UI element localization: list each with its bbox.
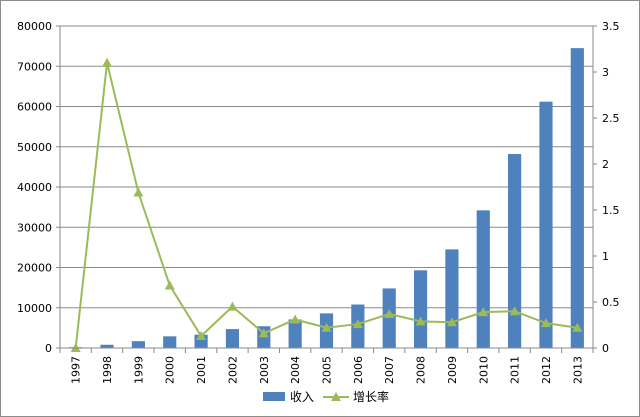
x-tick-label: 2013 (571, 356, 584, 384)
bar (225, 329, 240, 348)
legend-line-marker (331, 392, 341, 401)
x-axis-labels: 1997 1998 1999 2000 2001 2002 2003 2004 2005 2006… (70, 356, 585, 384)
x-tick-label: 2003 (258, 356, 271, 384)
x-tick-label: 2012 (540, 356, 553, 384)
left-axis-labels: 0 10000 20000 30000 40000 50000 60000 70000 8000… (17, 20, 52, 355)
right-tick-label: 2 (602, 158, 609, 171)
legend: 收入 增长率 (263, 389, 389, 404)
x-tick-label: 1999 (132, 356, 145, 384)
legend-bar-label: 收入 (290, 390, 314, 404)
left-tick-label: 50000 (17, 141, 52, 154)
right-tick-label: 2.5 (602, 112, 620, 125)
line-point-marker (509, 306, 520, 316)
line-point-marker (164, 280, 175, 290)
x-tick-label: 2011 (509, 356, 522, 384)
x-tick-label: 1998 (101, 356, 114, 384)
line-point-marker (102, 57, 113, 67)
x-tick-label: 2006 (352, 356, 365, 384)
right-axis-labels: 0 0.5 1 1.5 2 2.5 3 3.5 (602, 20, 620, 355)
line-point-marker (446, 317, 457, 327)
right-tick-label: 1.5 (602, 204, 620, 217)
line-point-marker (321, 322, 332, 332)
bar (508, 153, 522, 348)
growth-line (74, 62, 578, 349)
bar (131, 341, 145, 348)
right-tick-label: 0 (602, 342, 609, 355)
line-point-marker (290, 314, 301, 324)
line-point-marker (133, 187, 144, 197)
x-tick-label: 2004 (289, 356, 302, 384)
line-point-marker (478, 307, 489, 317)
right-tick-label: 3.5 (602, 20, 620, 33)
bar (163, 336, 177, 348)
left-tick-label: 10000 (17, 302, 52, 315)
bar (382, 288, 396, 348)
left-tick-label: 20000 (17, 262, 52, 275)
x-tick-label: 2002 (226, 356, 239, 384)
bar (288, 319, 302, 348)
line-point-marker (196, 331, 207, 341)
bar-series (69, 48, 584, 348)
x-tick-label: 2008 (415, 356, 428, 384)
line-series (70, 57, 583, 352)
legend-bar-swatch (263, 392, 285, 401)
bar (476, 210, 490, 348)
left-tick-label: 0 (45, 342, 52, 355)
left-tick-label: 30000 (17, 221, 52, 234)
right-tick-label: 0.5 (602, 296, 620, 309)
x-tick-label: 1997 (70, 356, 83, 384)
left-tick-label: 40000 (17, 181, 52, 194)
bar (445, 249, 459, 348)
x-tick-label: 2010 (477, 356, 490, 384)
line-point-marker (540, 318, 551, 328)
axes (56, 25, 597, 353)
line-point-marker (415, 316, 426, 326)
x-tick-label: 2001 (195, 356, 208, 384)
x-tick-label: 2005 (321, 356, 334, 384)
bar (570, 48, 584, 348)
x-tick-label: 2000 (164, 356, 177, 384)
bar (539, 101, 553, 348)
bar (100, 344, 114, 348)
line-point-marker (572, 322, 583, 332)
line-point-marker (352, 319, 363, 329)
line-point-marker (384, 308, 395, 318)
line-point-marker (227, 301, 238, 311)
right-tick-label: 3 (602, 66, 609, 79)
left-tick-label: 80000 (17, 20, 52, 33)
left-tick-label: 70000 (17, 60, 52, 73)
line-point-marker (258, 328, 269, 338)
legend-line-label: 增长率 (353, 389, 389, 404)
bar (413, 270, 428, 348)
x-tick-label: 2007 (383, 356, 396, 384)
x-tick-label: 2009 (446, 356, 459, 384)
left-tick-label: 60000 (17, 101, 52, 114)
right-tick-label: 1 (602, 250, 609, 263)
grid-lines (60, 25, 593, 309)
